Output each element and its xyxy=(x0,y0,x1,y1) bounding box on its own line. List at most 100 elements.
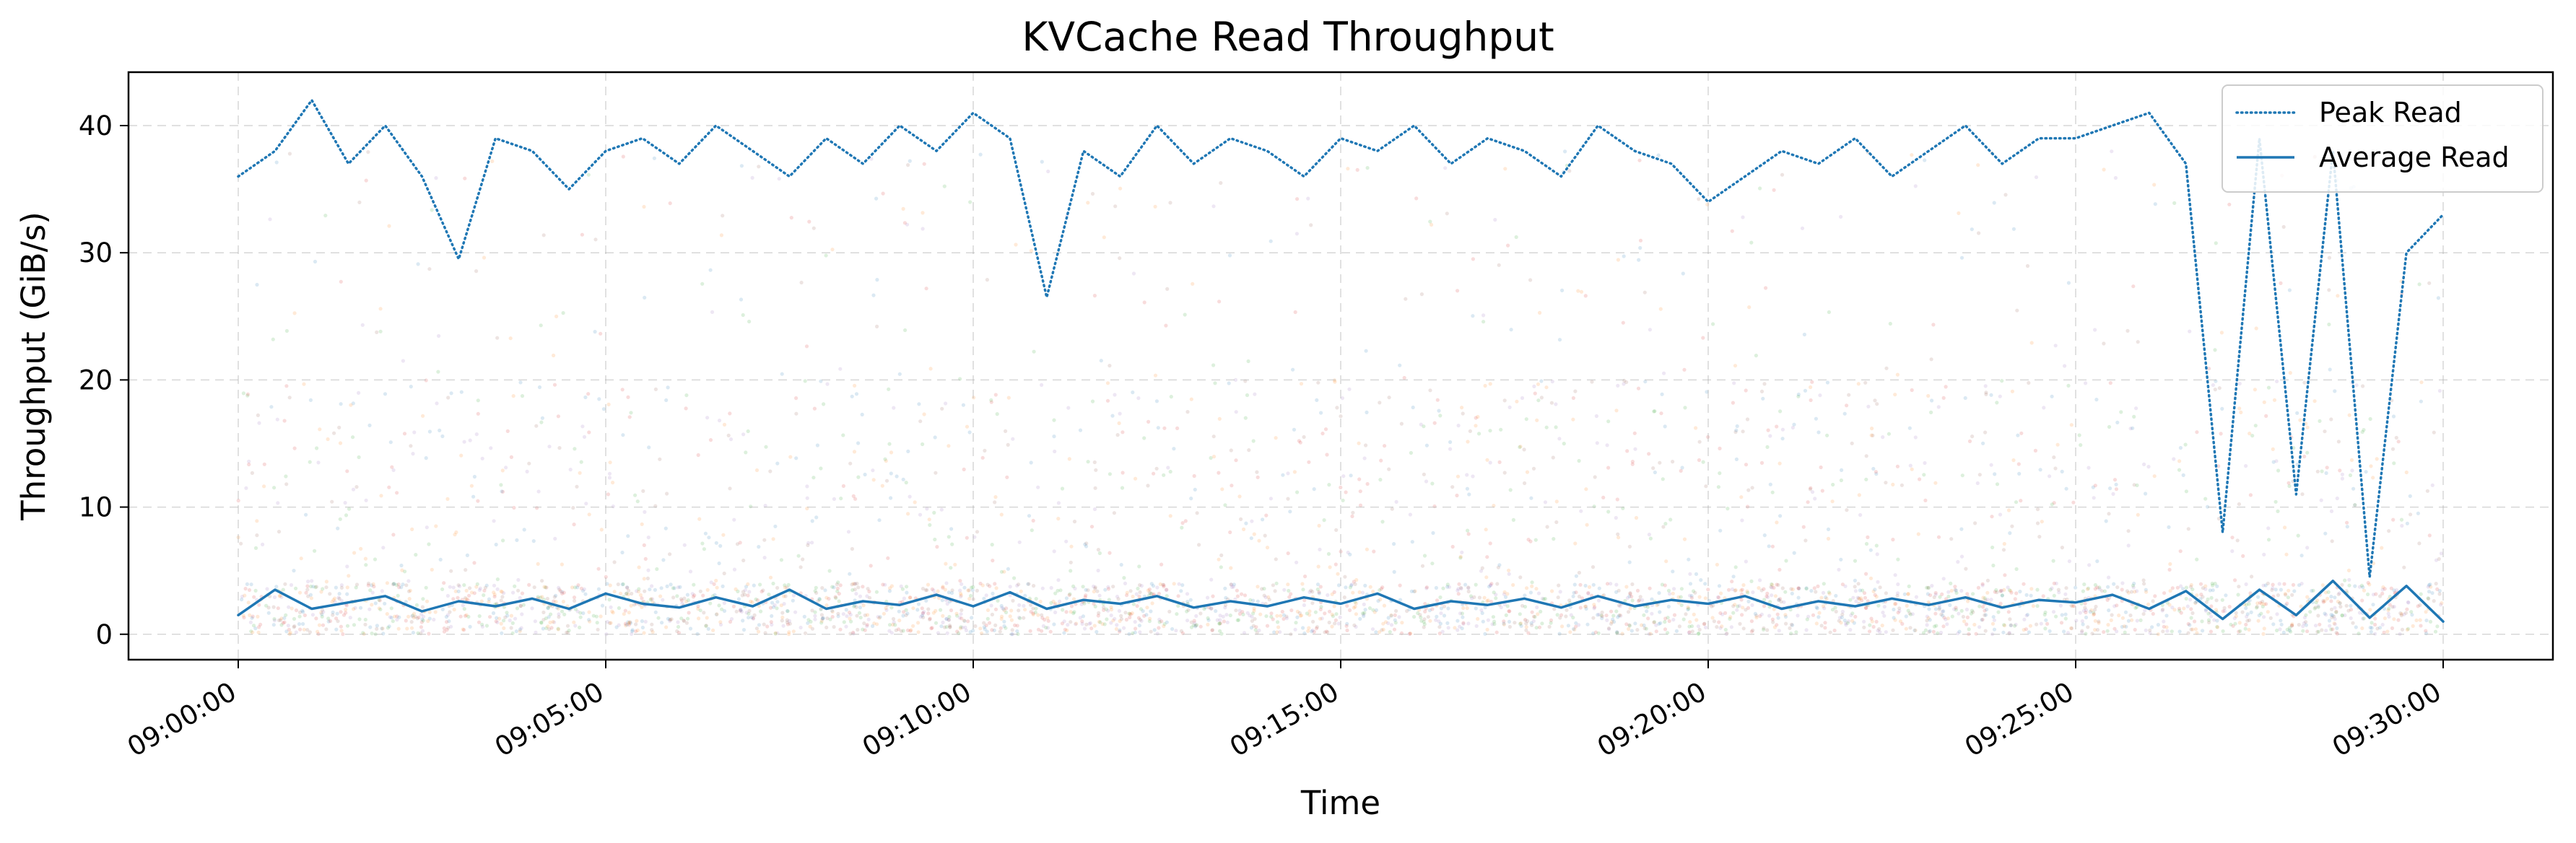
scatter-point xyxy=(1977,473,1982,477)
scatter-point xyxy=(2115,585,2120,590)
scatter-point xyxy=(2102,167,2106,172)
scatter-point xyxy=(762,556,767,560)
scatter-point xyxy=(904,481,908,485)
scatter-point xyxy=(436,370,440,374)
scatter-point xyxy=(1274,581,1279,585)
scatter-point xyxy=(1351,510,1355,515)
scatter-point xyxy=(1913,628,1917,633)
scatter-point xyxy=(2343,613,2347,618)
scatter-point xyxy=(2107,512,2111,516)
scatter-point xyxy=(2112,478,2118,482)
scatter-point xyxy=(1936,535,1941,539)
scatter-point xyxy=(2079,443,2083,447)
scatter-point xyxy=(747,319,752,324)
scatter-point xyxy=(1138,583,1142,588)
scatter-point xyxy=(1682,537,1687,541)
scatter-point xyxy=(1528,539,1533,543)
scatter-point xyxy=(262,462,266,466)
scatter-point xyxy=(1740,592,1744,597)
scatter-point xyxy=(456,583,461,588)
scatter-point xyxy=(271,605,276,609)
scatter-point xyxy=(2324,471,2328,476)
scatter-point xyxy=(709,580,713,585)
scatter-point xyxy=(2268,616,2273,621)
scatter-point xyxy=(339,585,344,590)
scatter-point xyxy=(396,593,400,598)
scatter-point xyxy=(785,585,789,590)
scatter-point xyxy=(409,385,413,389)
scatter-point xyxy=(905,585,909,589)
scatter-point xyxy=(1343,575,1347,579)
scatter-point xyxy=(857,611,862,615)
scatter-point xyxy=(338,441,343,445)
scatter-point xyxy=(993,582,997,586)
scatter-point xyxy=(1100,622,1105,626)
scatter-point xyxy=(2235,538,2240,543)
scatter-point xyxy=(1612,620,1616,624)
scatter-point xyxy=(2315,629,2320,634)
scatter-point xyxy=(2230,536,2235,540)
scatter-point xyxy=(284,482,289,486)
scatter-point xyxy=(1518,445,1523,449)
scatter-point xyxy=(1717,584,1722,588)
scatter-point xyxy=(373,557,378,562)
scatter-point xyxy=(281,588,285,592)
scatter-point xyxy=(1252,608,1256,613)
scatter-point xyxy=(256,614,260,619)
scatter-point xyxy=(474,585,479,589)
scatter-point xyxy=(1422,625,1426,629)
scatter-point xyxy=(2146,465,2151,469)
scatter-point xyxy=(1120,486,1125,490)
scatter-point xyxy=(546,606,550,610)
scatter-point xyxy=(2080,629,2084,633)
scatter-point xyxy=(1317,591,1321,595)
scatter-point xyxy=(1354,577,1359,582)
scatter-point xyxy=(2231,624,2235,628)
scatter-point xyxy=(871,478,876,482)
scatter-point xyxy=(1352,623,1357,628)
scatter-point xyxy=(958,588,962,593)
scatter-point xyxy=(1004,610,1009,615)
scatter-point xyxy=(1275,630,1279,634)
scatter-point xyxy=(272,486,277,490)
scatter-point xyxy=(703,531,708,536)
scatter-point xyxy=(367,423,372,428)
scatter-point xyxy=(2373,622,2377,627)
scatter-point xyxy=(1718,611,1723,616)
scatter-point xyxy=(2003,573,2007,577)
scatter-point xyxy=(1520,603,1525,608)
scatter-point xyxy=(2153,594,2157,598)
scatter-point xyxy=(1980,617,1985,622)
scatter-point xyxy=(1488,429,1492,433)
scatter-point xyxy=(2232,616,2237,621)
scatter-point xyxy=(1434,618,1438,622)
scatter-point xyxy=(824,625,829,630)
scatter-point xyxy=(1169,395,1173,399)
scatter-point xyxy=(1526,619,1530,624)
scatter-point xyxy=(1880,624,1884,628)
scatter-point xyxy=(1591,565,1596,569)
scatter-point xyxy=(2029,341,2034,345)
scatter-point xyxy=(1862,625,1866,629)
scatter-point xyxy=(1850,619,1855,623)
scatter-point xyxy=(2035,507,2040,512)
scatter-point xyxy=(1392,569,1396,575)
scatter-point xyxy=(1292,470,1297,474)
scatter-point xyxy=(1913,184,1918,188)
scatter-point xyxy=(2043,610,2048,615)
scatter-point xyxy=(1592,606,1596,611)
scatter-point xyxy=(764,445,768,449)
scatter-point xyxy=(336,595,341,600)
scatter-point xyxy=(2162,591,2167,595)
scatter-point xyxy=(1008,585,1012,589)
scatter-point xyxy=(1317,523,1321,528)
scatter-point xyxy=(1530,580,1534,585)
scatter-point xyxy=(557,446,562,450)
scatter-point xyxy=(1954,606,1958,610)
scatter-point xyxy=(339,629,344,633)
scatter-point xyxy=(255,282,259,287)
scatter-point xyxy=(2164,613,2169,618)
scatter-point xyxy=(646,568,650,572)
scatter-point xyxy=(934,471,938,475)
scatter-point xyxy=(440,587,445,592)
